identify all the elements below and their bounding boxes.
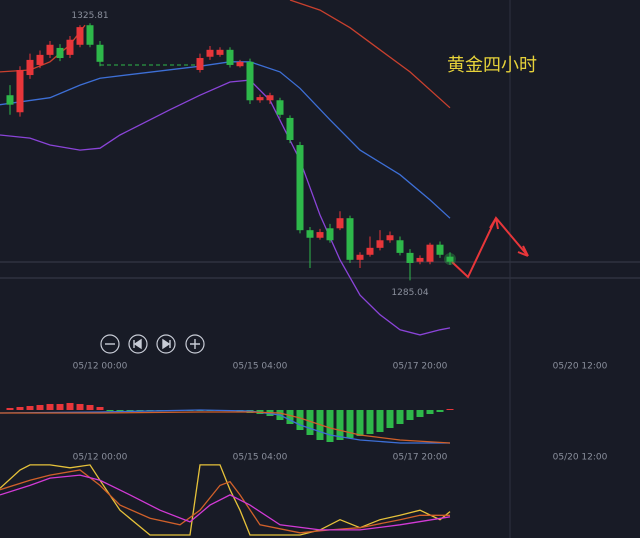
candle-body (76, 27, 84, 45)
last-button[interactable] (156, 334, 176, 354)
forecast-arrow (451, 216, 529, 279)
x-tick-label: 05/15 04:00 (233, 453, 288, 463)
candle-body (16, 70, 24, 113)
candle-body (56, 47, 64, 59)
first-button[interactable] (128, 334, 148, 354)
histogram-bar (106, 410, 114, 411)
candle-body (196, 58, 204, 70)
histogram-bar (26, 406, 34, 410)
candle-body (226, 49, 234, 65)
candle-body (26, 59, 34, 76)
chart-title: 黄金四小时 (447, 55, 537, 76)
histogram-bar (46, 404, 54, 410)
histogram-bar (436, 410, 444, 412)
histogram-bar (426, 410, 434, 414)
candle-body (326, 228, 334, 241)
histogram-bar (36, 405, 44, 410)
candle-body (396, 240, 404, 253)
x-tick-label: 05/17 20:00 (393, 362, 448, 372)
candle-body (236, 61, 244, 67)
candle-body (366, 247, 374, 255)
histogram-bar (396, 410, 404, 424)
histogram-bar (416, 410, 424, 417)
histogram-bar (356, 410, 364, 436)
histogram-bar (6, 408, 14, 410)
x-tick-label: 05/12 00:00 (73, 453, 128, 463)
histogram-bar (286, 410, 294, 424)
indicator-line (0, 469, 450, 534)
candle-body (316, 232, 324, 238)
indicator-line (0, 464, 451, 536)
histogram-bar (306, 410, 314, 435)
histogram-bar (116, 410, 124, 411)
candle-body (286, 117, 294, 140)
histogram-bar (386, 410, 394, 428)
arrow-head (489, 217, 529, 257)
candle-body (336, 218, 344, 229)
histogram-bar (446, 409, 454, 410)
candle-body (306, 230, 314, 238)
high-label: 1325.81 (71, 11, 108, 21)
x-tick-label: 05/20 12:00 (553, 453, 608, 463)
candle-body (66, 39, 74, 55)
histogram-bar (96, 407, 104, 410)
histogram-bar (376, 410, 384, 432)
candle-body (36, 54, 44, 65)
histogram-bar (86, 405, 94, 410)
indicator-line (0, 411, 451, 444)
candle-body (296, 145, 304, 231)
candle-body (416, 257, 424, 262)
candle-body (96, 44, 104, 62)
x-tick-label: 05/15 04:00 (233, 362, 288, 372)
histogram-bar (406, 410, 414, 420)
candle-body (216, 49, 224, 55)
histogram-bar (16, 407, 24, 410)
candle-body (436, 244, 444, 255)
candle-body (426, 244, 434, 262)
x-tick-label: 05/12 00:00 (73, 362, 128, 372)
histogram-bar (126, 410, 134, 411)
indicator-line (0, 474, 451, 531)
indicator-line (0, 61, 451, 219)
zoom-out-button[interactable] (100, 334, 120, 354)
histogram-bar (326, 410, 334, 442)
histogram-bar (66, 403, 74, 410)
candle-body (276, 100, 284, 115)
candle-body (246, 61, 254, 101)
candle-body (206, 49, 214, 57)
candle-body (356, 254, 364, 260)
histogram-bar (346, 410, 354, 438)
histogram-bar (296, 410, 304, 430)
histogram-bar (76, 404, 84, 410)
candle-body (46, 44, 54, 55)
x-tick-label: 05/20 12:00 (553, 362, 608, 372)
candle-body (446, 256, 454, 262)
candle-body (406, 252, 414, 263)
indicator-line (0, 79, 451, 336)
histogram-bar (136, 410, 144, 411)
candle-body (256, 97, 264, 101)
candle-body (386, 235, 394, 241)
candle-body (376, 240, 384, 248)
indicator-line (0, 409, 450, 444)
candle-body (6, 95, 14, 105)
candle-body (266, 95, 274, 101)
x-tick-label: 05/17 20:00 (393, 453, 448, 463)
zoom-in-button[interactable] (185, 334, 205, 354)
histogram-bar (56, 404, 64, 410)
candle-body (346, 218, 354, 260)
low-label: 1285.04 (391, 288, 428, 298)
candle-body (86, 25, 94, 45)
histogram-bar (336, 410, 344, 440)
histogram-bar (366, 410, 374, 434)
